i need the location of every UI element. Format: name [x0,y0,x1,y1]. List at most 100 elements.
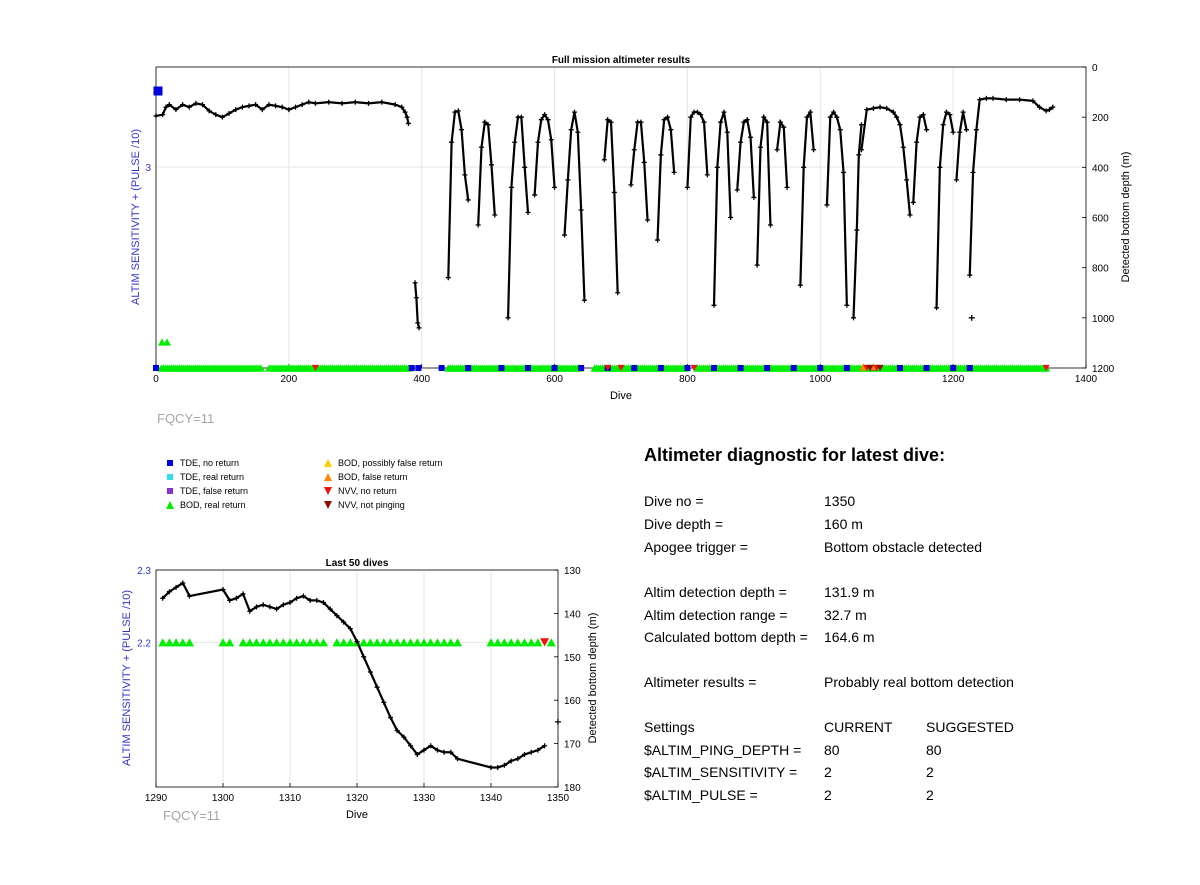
y-tick-label: 1000 [1092,314,1115,325]
depth-point [273,103,279,109]
settings-header: Settings [644,719,695,735]
depth-point [445,275,451,281]
legend-item: TDE, real return [164,472,244,482]
square-marker-icon [164,472,176,482]
bod-false-marker [859,363,868,371]
depth-point [334,613,340,619]
depth-point [704,172,710,178]
depth-point [694,109,700,115]
depth-point [917,114,923,120]
depth-point [578,207,584,213]
depth-line-segment [892,111,912,216]
depth-point [983,95,989,101]
depth-line-segment [935,110,955,308]
legend-label: NVV, not pinging [338,500,405,510]
y-tick-label: 2.3 [137,566,151,577]
depth-point [522,164,528,170]
bottom-chart-title: Last 50 dives [326,558,389,569]
depth-point [801,164,807,170]
depth-point [658,152,664,158]
depth-point [293,104,298,110]
top-chart-ylabel-right: Detected bottom depth (m) [1120,152,1132,283]
top-chart-y-ticks-left: 3 [145,163,151,174]
dive-no-label: Dive no = [644,493,704,509]
depth-line-segment [712,111,732,306]
depth-point [894,114,900,120]
x-tick-label: 400 [413,374,430,385]
bod-real-return-marker [298,638,308,647]
depth-point [414,751,420,757]
tde-no-return-marker [153,365,159,371]
depth-point [394,728,400,734]
square-marker-icon [164,458,176,468]
x-tick-label: 1400 [1075,374,1098,385]
x-tick-label: 1330 [413,793,436,804]
depth-line-segment [629,121,649,221]
y-tick-label: 130 [564,566,581,577]
depth-point [367,669,373,675]
depth-point [166,589,172,595]
depth-point [535,139,541,145]
depth-point [512,139,518,145]
depth-line-segment [776,119,789,188]
bod-real-return-marker [493,638,503,647]
depth-point [858,122,864,128]
depth-point [608,119,614,125]
nvv-no-return-marker [540,638,550,647]
depth-point [341,619,347,625]
depth-point [957,129,963,135]
depth-line-segment [413,282,421,329]
legend-item: TDE, false return [164,486,248,496]
bod-real-return-marker [526,638,536,647]
calculated-depth-value: 164.6 m [824,629,875,645]
depth-point [1043,108,1049,114]
depth-line-segment [533,112,556,195]
depth-point [718,119,724,125]
setting-suggested: 2 [926,764,934,780]
depth-point [841,169,847,175]
depth-point [399,104,405,110]
depth-point-isolated [968,314,975,321]
tde-no-return-marker [631,365,638,371]
depth-point [837,127,843,133]
depth-point [665,114,670,120]
dive-no-value: 1350 [824,493,856,509]
depth-point [581,297,587,303]
depth-point [970,169,976,175]
bod-real-return-marker [506,638,516,647]
depth-point [914,139,920,145]
depth-point [684,184,690,190]
x-tick-label: 1200 [942,374,965,385]
depth-point [910,199,916,205]
depth-point [475,222,481,228]
depth-point [286,107,292,113]
depth-point [247,608,253,614]
depth-point [173,584,179,590]
depth-point [267,604,273,610]
tde-no-return-marker [966,365,973,371]
bod-real-return-marker [520,638,529,647]
depth-line-segment [447,109,470,278]
depth-point [525,209,531,215]
depth-point [294,595,300,601]
bod-real-return-marker [372,638,382,647]
depth-point [485,122,491,128]
depth-point [274,606,280,612]
setting-name: $ALTIM_PING_DEPTH = [644,742,802,758]
depth-point [421,747,427,753]
depth-point [160,112,166,118]
depth-point [479,144,484,150]
bod-real-return-marker [178,638,188,647]
depth-line-segment [736,117,755,198]
apogee-trigger-label: Apogee trigger = [644,539,748,555]
depth-point [947,112,953,118]
bod-real-return-marker [292,638,302,647]
depth-point [465,197,471,203]
depth-point [401,734,407,740]
depth-point [767,222,773,228]
depth-point [482,119,488,125]
depth-point [761,114,767,120]
depth-point [180,580,186,586]
depth-line-segment [756,114,772,266]
depth-point [960,109,966,115]
